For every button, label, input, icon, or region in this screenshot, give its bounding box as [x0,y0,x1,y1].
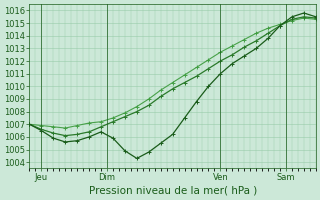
X-axis label: Pression niveau de la mer( hPa ): Pression niveau de la mer( hPa ) [89,186,257,196]
